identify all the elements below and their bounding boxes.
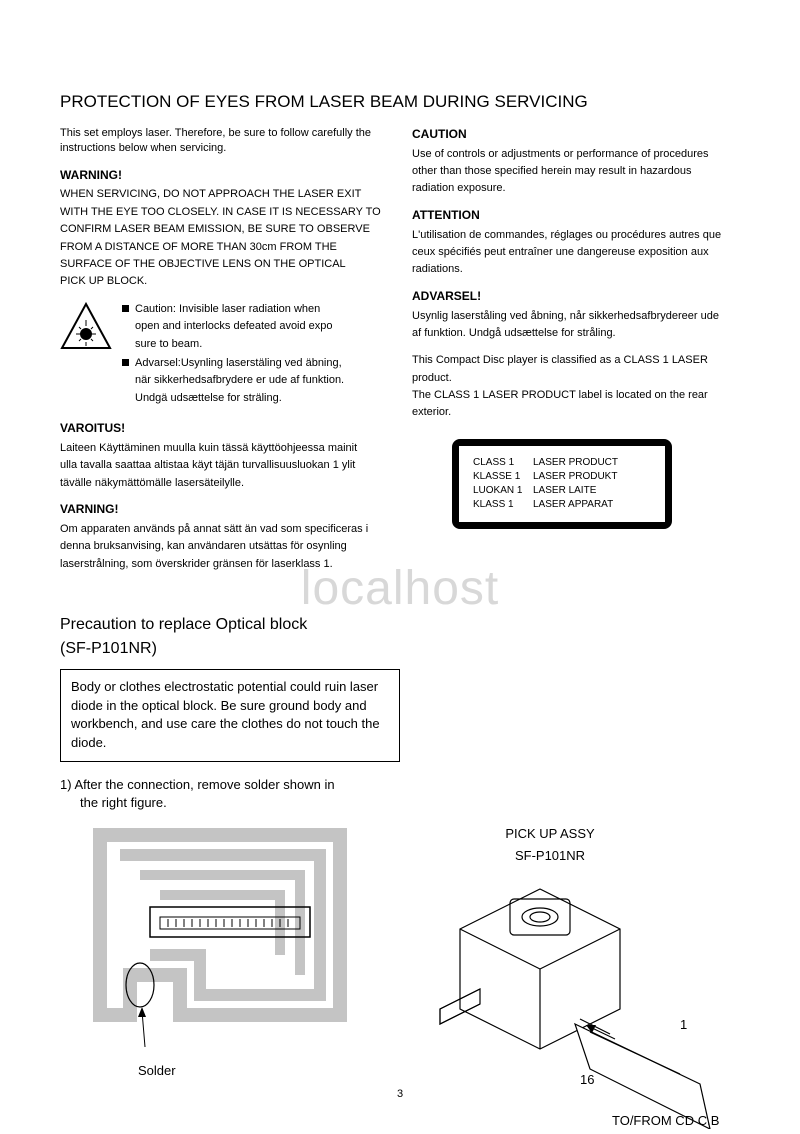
- step-number: 1): [60, 777, 72, 792]
- label-cell: LUOKAN 1: [473, 484, 533, 498]
- varning-line: denna bruksanvising, kan användaren utsä…: [60, 539, 388, 554]
- bullet-text: Undgä udsættelse for sträling.: [135, 391, 344, 406]
- varoitus-line: ulla tavalla saattaa altistaa käyt täjän…: [60, 458, 388, 473]
- square-bullet-icon: [122, 305, 129, 312]
- advarsel-line: Usynlig laserståling ved åbning, når sik…: [412, 309, 740, 324]
- bullet-item: Advarsel:Usynling laserstäling ved äbnin…: [122, 356, 344, 408]
- pcb-diagram-icon: [60, 825, 350, 1055]
- pickup-figure: PICK UP ASSY SF-P101NR: [380, 825, 720, 1134]
- bullet-text: open and interlocks defeated avoid expo: [135, 319, 333, 334]
- triangle-caution-block: Caution: Invisible laser radiation when …: [60, 302, 388, 410]
- varoitus-line: Laiteen Käyttäminen muulla kuin tässä kä…: [60, 441, 388, 456]
- square-bullet-icon: [122, 359, 129, 366]
- label-cell: LASER LAITE: [533, 484, 596, 498]
- intro-text: This set employs laser. Therefore, be su…: [60, 126, 388, 157]
- caution-line: radiation exposure.: [412, 181, 740, 196]
- warning-line: WITH THE EYE TOO CLOSELY. IN CASE IT IS …: [60, 205, 388, 220]
- section2-subtitle: (SF-P101NR): [60, 638, 740, 660]
- caution-line: Use of controls or adjustments or perfor…: [412, 147, 740, 162]
- page-content: PROTECTION OF EYES FROM LASER BEAM DURIN…: [60, 90, 740, 1134]
- bullet-text: när sikkerhedsafbrydere er ude af funkti…: [135, 373, 344, 388]
- section2-title: Precaution to replace Optical block: [60, 614, 740, 636]
- tofrom-label: TO/FROM CD C.B: [612, 1113, 719, 1128]
- varoitus-heading: VAROITUS!: [60, 420, 388, 437]
- class-line: This Compact Disc player is classified a…: [412, 353, 740, 368]
- attention-line: L'utilisation de commandes, réglages ou …: [412, 228, 740, 243]
- class-line: exterior.: [412, 405, 740, 420]
- pickup-title-l2: SF-P101NR: [380, 847, 720, 865]
- figures-row: Solder PICK UP ASSY SF-P101NR: [60, 825, 740, 1134]
- solder-label: Solder: [138, 1062, 360, 1080]
- warning-line: SURFACE OF THE OBJECTIVE LENS ON THE OPT…: [60, 257, 388, 272]
- esd-warning-box: Body or clothes electrostatic potential …: [60, 669, 400, 762]
- left-column: This set employs laser. Therefore, be su…: [60, 126, 388, 574]
- caution-line: other than those specified herein may re…: [412, 164, 740, 179]
- pin-1-label: 1: [680, 1017, 687, 1032]
- attention-line: radiations.: [412, 262, 740, 277]
- label-cell: LASER PRODUCT: [533, 456, 618, 470]
- class-line: product.: [412, 371, 740, 386]
- class-line: The CLASS 1 LASER PRODUCT label is locat…: [412, 388, 740, 403]
- pcb-figure: Solder: [60, 825, 360, 1134]
- attention-heading: ATTENTION: [412, 207, 740, 224]
- step-text: the right figure.: [80, 794, 420, 812]
- warning-line: WHEN SERVICING, DO NOT APPROACH THE LASE…: [60, 187, 388, 202]
- warning-line: FROM A DISTANCE OF MORE THAN 30cm FROM T…: [60, 240, 388, 255]
- bullet-item: Caution: Invisible laser radiation when …: [122, 302, 344, 354]
- label-cell: LASER APPARAT: [533, 498, 613, 512]
- bullet-text: sure to beam.: [135, 337, 333, 352]
- label-cell: KLASS 1: [473, 498, 533, 512]
- class1-label-box: CLASS 1LASER PRODUCT KLASSE 1LASER PRODU…: [452, 439, 740, 529]
- pickup-title-l1: PICK UP ASSY: [380, 825, 720, 843]
- warning-heading: WARNING!: [60, 167, 388, 184]
- bullet-text: Caution: Invisible laser radiation when: [135, 302, 333, 317]
- pin-16-label: 16: [580, 1072, 594, 1087]
- advarsel-line: af funktion. Undgå udsættelse for stråli…: [412, 326, 740, 341]
- warning-line: PICK UP BLOCK.: [60, 274, 388, 289]
- warning-line: CONFIRM LASER BEAM EMISSION, BE SURE TO …: [60, 222, 388, 237]
- pickup-assembly-icon: 1 16 TO/FROM CD C.B: [380, 869, 720, 1129]
- advarsel-heading: ADVARSEL!: [412, 288, 740, 305]
- two-column-layout: This set employs laser. Therefore, be su…: [60, 126, 740, 574]
- varning-line: laserstrålning, som överskrider gränsen …: [60, 557, 388, 572]
- label-cell: CLASS 1: [473, 456, 533, 470]
- main-title: PROTECTION OF EYES FROM LASER BEAM DURIN…: [60, 90, 740, 114]
- optical-block-section: Precaution to replace Optical block (SF-…: [60, 614, 740, 1134]
- varoitus-line: tävälle näkymättömälle lasersäteilylle.: [60, 476, 388, 491]
- label-cell: KLASSE 1: [473, 470, 533, 484]
- right-column: CAUTION Use of controls or adjustments o…: [412, 126, 740, 574]
- bullet-text-group: Caution: Invisible laser radiation when …: [122, 302, 344, 410]
- procedure-step: 1) After the connection, remove solder s…: [60, 776, 420, 812]
- varning-heading: VARNING!: [60, 501, 388, 518]
- step-text: After the connection, remove solder show…: [74, 777, 334, 792]
- laser-warning-triangle-icon: [60, 302, 112, 350]
- bullet-text: Advarsel:Usynling laserstäling ved äbnin…: [135, 356, 344, 371]
- caution-heading: CAUTION: [412, 126, 740, 143]
- label-cell: LASER PRODUKT: [533, 470, 617, 484]
- attention-line: ceux spécifiés peut entraîner une danger…: [412, 245, 740, 260]
- varning-line: Om apparaten används på annat sätt än va…: [60, 522, 388, 537]
